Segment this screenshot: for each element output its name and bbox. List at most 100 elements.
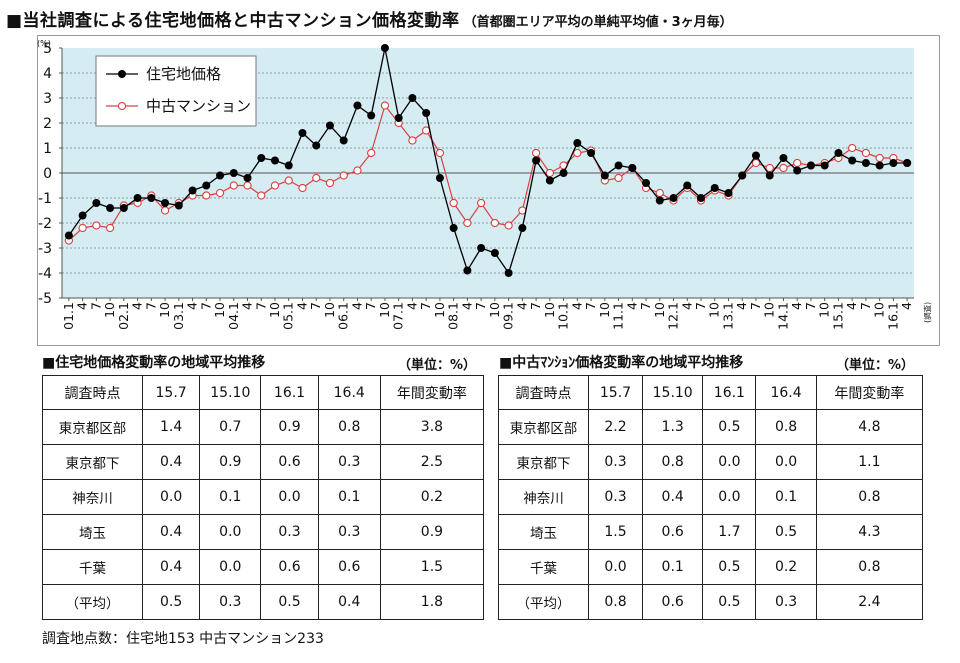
data-point-condo [339, 171, 348, 180]
data-point-land [229, 169, 238, 177]
data-point-condo [257, 191, 266, 200]
data-point-land [820, 161, 829, 170]
data-point-condo [270, 181, 280, 190]
value-cell: 0.9 [260, 409, 319, 445]
data-point-land [875, 161, 884, 170]
value-cell: 0.7 [199, 409, 262, 445]
value-cell: 0.3 [260, 514, 319, 550]
data-point-land [325, 121, 334, 130]
legend-marker-land [118, 70, 126, 78]
x-tick-label: 7 [803, 302, 818, 310]
value-cell: 0.4 [142, 514, 201, 550]
y-tick-label: 4 [43, 66, 52, 82]
data-point-land [133, 194, 142, 202]
data-point-condo [92, 221, 101, 230]
left-table-title: ■住宅地価格変動率の地域平均推移 [42, 355, 266, 371]
x-tick-label: 7 [528, 302, 543, 310]
data-point-land [697, 194, 705, 202]
data-point-condo [779, 163, 788, 173]
table-row: 東京都下 0.4 0.9 0.6 0.3 2.5 [41, 444, 485, 480]
value-cell: 4.8 [815, 409, 924, 445]
table-row: 千葉 0.0 0.1 0.5 0.2 0.8 [498, 549, 924, 585]
x-tick-label: 7 [693, 302, 708, 310]
x-tick-label: 7 [143, 302, 158, 310]
row-label-cell: 千葉 [498, 549, 589, 585]
value-cell: 0.6 [317, 549, 381, 585]
x-tick-label: 09.1 [501, 302, 516, 330]
data-point-condo [449, 198, 458, 208]
value-cell: 0.8 [587, 584, 644, 620]
value-cell: 0.3 [317, 514, 381, 550]
data-point-land [504, 269, 513, 277]
row-label-cell: 埼玉 [498, 514, 589, 550]
data-point-condo [312, 173, 321, 183]
data-point-land [683, 181, 692, 190]
row-label-cell: 埼玉 [41, 514, 144, 550]
value-cell: 0.0 [199, 514, 262, 550]
x-tick-label: 7 [583, 302, 598, 310]
data-point-condo [353, 166, 362, 175]
x-tick-label: 4 [734, 302, 749, 310]
x-tick-label: 10 [652, 302, 667, 318]
column-header: 年間変動率 [815, 375, 924, 410]
value-cell: 0.5 [702, 409, 757, 445]
data-point-condo [765, 163, 774, 173]
row-label-cell: 神奈川 [498, 479, 589, 515]
x-tick-label: 10 [377, 302, 392, 318]
data-point-condo [861, 148, 871, 158]
x-tick-label: 7 [418, 302, 433, 310]
x-tick-label: 4 [844, 302, 859, 310]
data-point-condo [215, 188, 225, 198]
column-header: 16.4 [317, 375, 381, 410]
value-cell: 1.5 [587, 514, 644, 550]
data-point-land [243, 174, 252, 182]
value-cell: 0.1 [199, 479, 262, 515]
data-point-land [600, 171, 609, 180]
value-cell: 0.4 [142, 444, 201, 480]
residential-land-table: 調査時点 15.7 15.10 16.1 16.4 年間変動率 東京都区部 1.4 0.7 0.9… [41, 375, 485, 620]
data-point-land [628, 164, 637, 172]
column-header: 調査時点 [498, 375, 589, 410]
value-cell: 0.3 [587, 479, 644, 515]
value-cell: 0.0 [142, 479, 201, 515]
data-point-land [724, 189, 733, 197]
x-tick-label: 4 [240, 302, 255, 310]
x-tick-label: 10 [432, 302, 447, 318]
column-header: 16.1 [260, 375, 319, 410]
y-tick-label: -2 [38, 216, 52, 232]
data-point-land [394, 114, 403, 122]
value-cell: 0.2 [379, 479, 485, 515]
value-cell: 1.3 [642, 409, 704, 445]
x-tick-label: 4 [404, 302, 419, 310]
data-point-land [573, 139, 582, 147]
column-header: 16.4 [755, 375, 817, 410]
y-axis-label: (%) [37, 39, 51, 48]
value-cell: 0.9 [199, 444, 262, 480]
legend-box [95, 55, 257, 127]
data-point-land [738, 171, 747, 180]
data-point-land [587, 149, 596, 157]
data-point-land [257, 154, 266, 162]
data-point-land [545, 176, 554, 185]
data-point-land [751, 151, 760, 160]
x-tick-label: 4 [789, 302, 804, 310]
x-tick-label: 13.1 [720, 302, 735, 330]
value-cell: 0.6 [642, 514, 704, 550]
x-tick-label: 4 [569, 302, 584, 310]
value-cell: 2.4 [815, 584, 924, 620]
value-cell: 0.0 [702, 444, 757, 480]
data-point-condo [325, 178, 335, 188]
data-point-land [339, 136, 348, 145]
data-point-land [64, 231, 73, 240]
data-point-land [559, 169, 568, 177]
data-point-land [490, 249, 499, 257]
data-point-land [477, 244, 486, 252]
value-cell: 0.3 [317, 444, 381, 480]
data-point-land [435, 174, 444, 182]
data-point-condo [78, 223, 87, 233]
table-row: 千葉 0.4 0.0 0.6 0.6 1.5 [41, 549, 485, 585]
data-point-land [380, 44, 389, 52]
x-tick-label: 15.1 [830, 302, 845, 330]
x-tick-label: 4 [349, 302, 364, 310]
data-point-land [161, 199, 170, 207]
